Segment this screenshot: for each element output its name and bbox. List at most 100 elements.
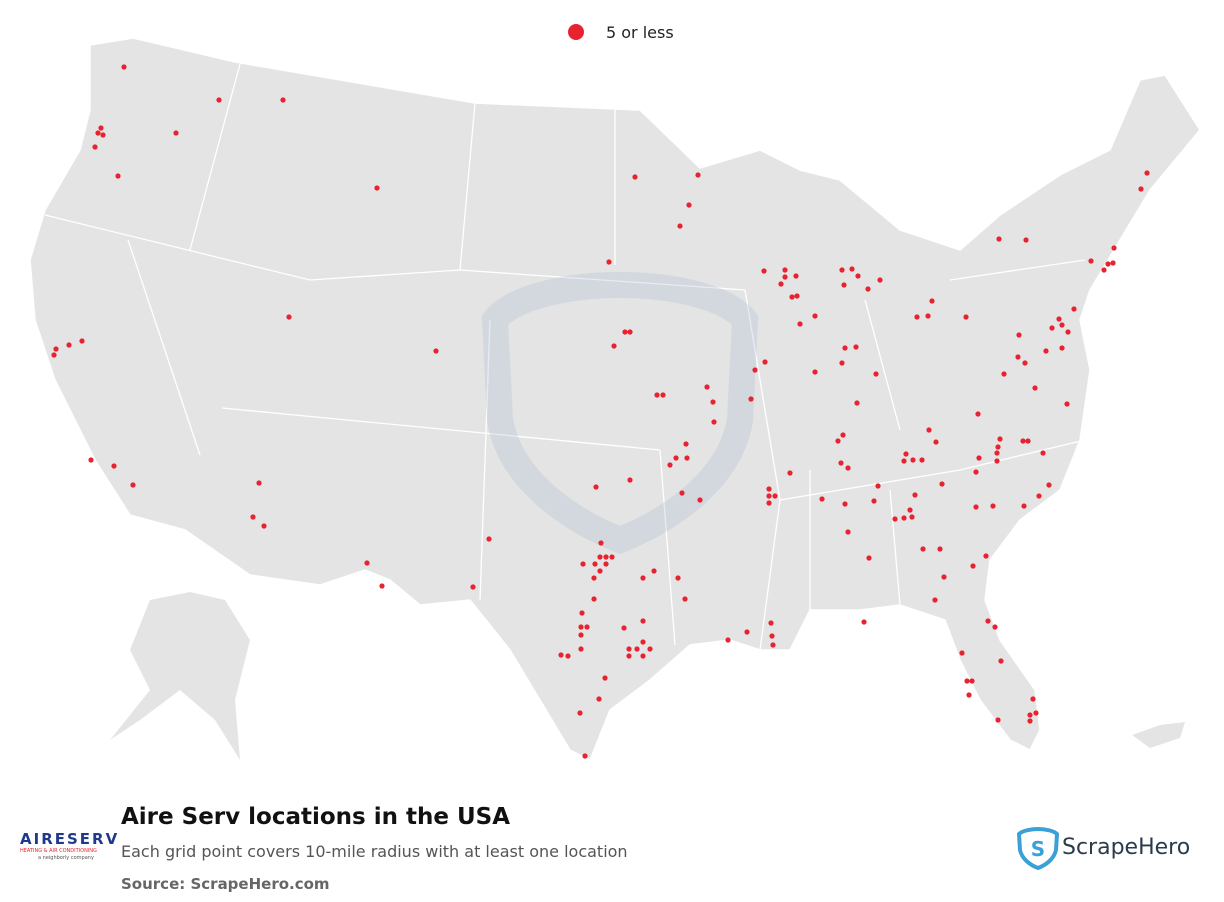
location-dot [603, 554, 609, 560]
location-dot [603, 561, 609, 567]
location-dot [1001, 371, 1007, 377]
location-dot [892, 516, 898, 522]
location-dot [976, 455, 982, 461]
location-dot [766, 493, 772, 499]
location-dot [1071, 306, 1077, 312]
location-dot [609, 554, 615, 560]
legend-label: 5 or less [606, 23, 674, 42]
location-dot [606, 259, 612, 265]
location-dot [996, 236, 1002, 242]
location-dot [992, 624, 998, 630]
location-dot [998, 658, 1004, 664]
location-dot [115, 173, 121, 179]
location-dot [1144, 170, 1150, 176]
location-dot [762, 359, 768, 365]
location-dot [903, 451, 909, 457]
location-dot [1027, 718, 1033, 724]
location-dot [597, 554, 603, 560]
location-dot [910, 457, 916, 463]
location-dot [845, 529, 851, 535]
location-dot [914, 314, 920, 320]
location-dot [841, 282, 847, 288]
location-dot [761, 268, 767, 274]
location-dot [667, 462, 673, 468]
location-dot [1030, 696, 1036, 702]
location-dot [768, 620, 774, 626]
location-dot [838, 460, 844, 466]
location-dot [216, 97, 222, 103]
location-dot [627, 477, 633, 483]
location-dot [787, 470, 793, 476]
location-dot [1138, 186, 1144, 192]
location-dot [797, 321, 803, 327]
hawaii [1132, 722, 1185, 748]
location-dot [835, 438, 841, 444]
location-dot [621, 625, 627, 631]
location-dot [812, 369, 818, 375]
svg-text:S: S [1031, 837, 1045, 861]
location-dot [782, 274, 788, 280]
location-dot [580, 561, 586, 567]
location-dot [1105, 261, 1111, 267]
location-dot [744, 629, 750, 635]
location-dot [1059, 322, 1065, 328]
location-dot [697, 497, 703, 503]
title: Aire Serv locations in the USA [121, 804, 511, 830]
location-dot [584, 624, 590, 630]
location-dot [632, 174, 638, 180]
location-dot [51, 352, 57, 358]
location-dot [939, 481, 945, 487]
location-dot [558, 652, 564, 658]
location-dot [748, 396, 754, 402]
location-dot [1023, 237, 1029, 243]
location-dot [861, 619, 867, 625]
location-dot [675, 575, 681, 581]
map: 5 or less [29, 23, 1201, 762]
location-dot [602, 675, 608, 681]
location-dot [1036, 493, 1042, 499]
location-dot [640, 653, 646, 659]
location-dot [626, 653, 632, 659]
location-dot [937, 546, 943, 552]
logo-tagline: HEATING & AIR CONDITIONING [20, 848, 97, 854]
location-dot [578, 646, 584, 652]
us-outline [29, 37, 1201, 762]
location-dot [769, 633, 775, 639]
location-dot [969, 678, 975, 684]
location-dot [640, 639, 646, 645]
location-dot [640, 618, 646, 624]
location-dot [849, 266, 855, 272]
brand-icon: S [1016, 826, 1060, 870]
location-dot [98, 125, 104, 131]
location-dot [634, 646, 640, 652]
location-dot [793, 273, 799, 279]
location-dot [842, 345, 848, 351]
location-dot [673, 455, 679, 461]
location-dot [111, 463, 117, 469]
location-dot [997, 436, 1003, 442]
state-borders [44, 63, 1086, 651]
location-dot [794, 293, 800, 299]
location-dot [907, 507, 913, 513]
location-dot [819, 496, 825, 502]
location-dot [79, 338, 85, 344]
location-dot [912, 492, 918, 498]
location-dot [855, 273, 861, 279]
location-dot [873, 371, 879, 377]
location-dot [686, 202, 692, 208]
location-dot [970, 563, 976, 569]
location-dot [660, 392, 666, 398]
location-dot [596, 696, 602, 702]
location-dot [789, 294, 795, 300]
location-dot [812, 313, 818, 319]
location-dot [704, 384, 710, 390]
location-dot [261, 523, 267, 529]
location-dot [1025, 438, 1031, 444]
location-dot [995, 717, 1001, 723]
location-dot [591, 596, 597, 602]
location-dot [593, 484, 599, 490]
location-dots [51, 64, 1150, 759]
location-dot [651, 568, 657, 574]
location-dot [871, 498, 877, 504]
